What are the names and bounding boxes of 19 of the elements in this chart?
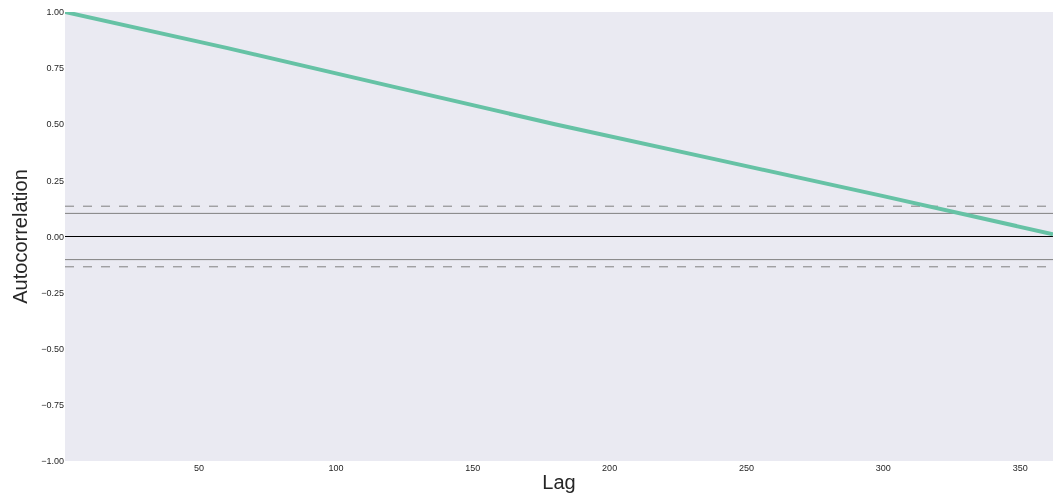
y-tick-label: 0.25 — [46, 175, 64, 186]
y-tick-label: 0.50 — [46, 119, 64, 130]
x-tick-label: 300 — [875, 463, 891, 473]
x-tick-label: 50 — [194, 463, 205, 473]
x-tick-label: 200 — [602, 463, 618, 473]
x-tick-label: 250 — [738, 463, 754, 473]
y-tick-label: 1.00 — [46, 7, 64, 18]
y-axis-title: Autocorrelation — [8, 169, 31, 304]
y-tick-label: −1.00 — [41, 456, 64, 467]
y-tick-label: 0.00 — [46, 231, 64, 242]
y-tick-label: −0.25 — [41, 287, 64, 298]
x-axis-title: Lag — [542, 470, 576, 493]
y-tick-label: 0.75 — [46, 63, 64, 74]
y-tick-label: −0.75 — [41, 400, 64, 411]
line-series — [65, 12, 1053, 237]
x-tick-label: 350 — [1012, 463, 1028, 473]
y-tick-label: −0.50 — [41, 343, 64, 354]
x-tick-label: 150 — [465, 463, 481, 473]
x-tick-label: 100 — [328, 463, 344, 473]
